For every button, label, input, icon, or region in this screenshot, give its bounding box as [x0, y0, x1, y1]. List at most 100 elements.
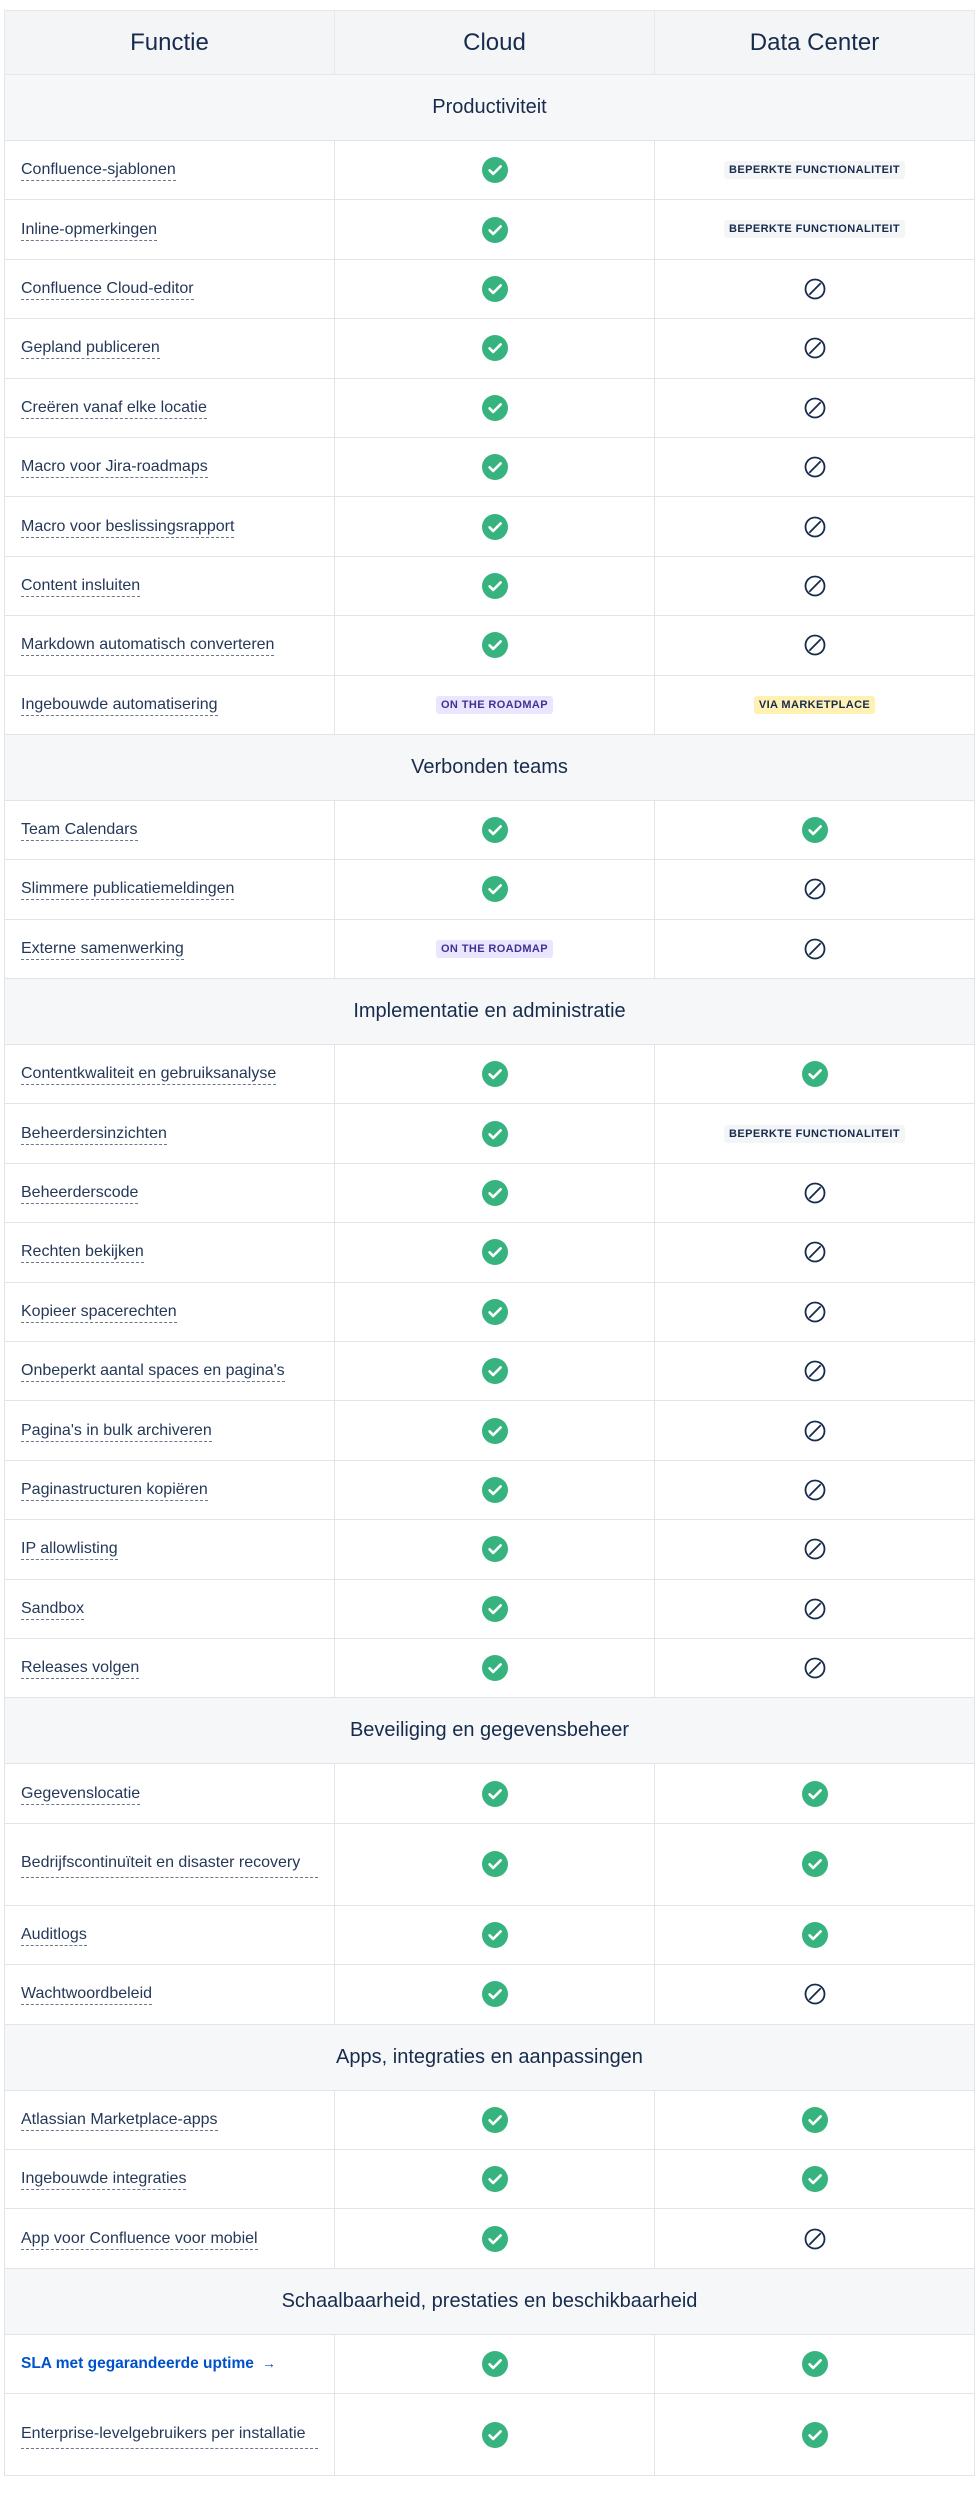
not-available-icon	[804, 1420, 825, 1442]
cloud-value-cell	[334, 199, 655, 260]
check-circle-icon	[481, 1981, 508, 2008]
not-available-icon	[804, 516, 825, 537]
feature-label-ip-allowlisting[interactable]: IP allowlisting	[21, 1540, 118, 1561]
feature-label-markdown-automatisch-converteren[interactable]: Markdown automatisch converteren	[21, 636, 275, 657]
feature-cell: Auditlogs	[4, 1904, 335, 1966]
not-available-icon	[804, 1301, 825, 1323]
check-circle-icon	[481, 216, 508, 243]
feature-cell: Macro voor Jira-roadmaps	[4, 436, 335, 498]
check-circle-icon	[801, 2106, 828, 2133]
column-header-cloud: Cloud	[334, 10, 655, 75]
cloud-value-cell	[334, 318, 655, 379]
feature-label-bedrijfscontinuiteit-en-disaster-recovery[interactable]: Bedrijfscontinuïteit en disaster recover…	[21, 1850, 318, 1879]
feature-label-team-calendars[interactable]: Team Calendars	[21, 821, 138, 842]
feature-label-enterprise-levelgebruikers-per-installatie[interactable]: Enterprise-levelgebruikers per installat…	[21, 2421, 318, 2449]
feature-label-confluence-cloud-editor[interactable]: Confluence Cloud-editor	[21, 279, 194, 300]
roadmap-status-badge: ON THE ROADMAP	[435, 695, 554, 714]
table-row: Auditlogs	[4, 1904, 975, 1966]
feature-cell: Ingebouwde automatisering	[4, 674, 335, 735]
cloud-value-cell: ON THE ROADMAP	[334, 674, 655, 735]
check-circle-icon	[481, 513, 508, 540]
table-row: Pagina's in bulk archiveren	[4, 1400, 975, 1461]
cloud-value-cell	[334, 1904, 655, 1966]
feature-label-kopieer-spacerechten[interactable]: Kopieer spacerechten	[21, 1302, 177, 1323]
not-available-icon	[804, 879, 825, 900]
check-circle-icon	[481, 1061, 508, 1088]
cloud-value-cell	[334, 1162, 655, 1224]
cloud-value-cell	[334, 139, 655, 201]
data-center-value-cell	[654, 615, 975, 676]
table-row: Sandbox	[4, 1578, 975, 1639]
data-center-value-cell	[654, 1459, 975, 1521]
check-circle-icon	[481, 157, 508, 184]
data-center-value-cell	[654, 2089, 975, 2150]
cloud-value-cell	[334, 1459, 655, 1521]
feature-label-beheerdersinzichten[interactable]: Beheerdersinzichten	[21, 1124, 167, 1145]
feature-label-ingebouwde-automatisering[interactable]: Ingebouwde automatisering	[21, 695, 218, 716]
cloud-value-cell	[334, 1822, 655, 1906]
feature-label-auditlogs[interactable]: Auditlogs	[21, 1925, 87, 1946]
feature-label-beheerderscode[interactable]: Beheerderscode	[21, 1184, 139, 1205]
feature-label-wachtwoordbeleid[interactable]: Wachtwoordbeleid	[21, 1985, 153, 2006]
not-available-icon	[804, 1360, 825, 1382]
cloud-value-cell	[334, 2393, 655, 2477]
feature-label-gegevenslocatie[interactable]: Gegevenslocatie	[21, 1784, 141, 1805]
check-circle-icon	[481, 1536, 508, 1563]
feature-label-confluence-sjablonen[interactable]: Confluence-sjablonen	[21, 161, 176, 182]
feature-cell: Wachtwoordbeleid	[4, 1964, 335, 2025]
table-row: Externe samenwerking ON THE ROADMAP	[4, 918, 975, 980]
check-circle-icon	[481, 275, 508, 302]
feature-label-creeren-vanaf-elke-locatie[interactable]: Creëren vanaf elke locatie	[21, 398, 207, 419]
feature-label-atlassian-marketplace-apps[interactable]: Atlassian Marketplace-apps	[21, 2110, 218, 2131]
data-center-value-cell	[654, 1904, 975, 1966]
feature-label-sandbox[interactable]: Sandbox	[21, 1599, 85, 1620]
feature-link-sla-met-gegarandeerde-uptime[interactable]: SLA met gegarandeerde uptime →	[21, 2355, 276, 2372]
roadmap-status-badge: ON THE ROADMAP	[435, 939, 554, 958]
data-center-value-cell	[654, 377, 975, 438]
feature-cell: Content insluiten	[4, 555, 335, 617]
check-circle-icon	[481, 876, 508, 903]
marketplace-status-badge: VIA MARKETPLACE	[753, 695, 876, 714]
cloud-value-cell	[334, 1222, 655, 1283]
cloud-value-cell	[334, 1281, 655, 1343]
feature-label-rechten-bekijken[interactable]: Rechten bekijken	[21, 1243, 144, 1264]
not-available-icon	[804, 1983, 825, 2005]
table-row: Creëren vanaf elke locatie	[4, 377, 975, 438]
check-circle-icon	[481, 1851, 508, 1878]
feature-label-paginastructuren-kopieren[interactable]: Paginastructuren kopiëren	[21, 1481, 208, 1501]
not-available-icon	[804, 456, 825, 478]
feature-label-pagina-s-in-bulk-archiveren[interactable]: Pagina's in bulk archiveren	[21, 1421, 212, 1442]
feature-label-gepland-publiceren[interactable]: Gepland publiceren	[21, 339, 160, 360]
cloud-value-cell	[334, 859, 655, 920]
column-header-data-center: Data Center	[654, 10, 975, 75]
section-title: Implementatie en administratie	[4, 978, 975, 1046]
data-center-value-cell	[654, 2393, 975, 2477]
feature-label-ingebouwde-integraties[interactable]: Ingebouwde integraties	[21, 2170, 187, 2191]
feature-cell: Beheerdersinzichten	[4, 1103, 335, 1164]
feature-label-externe-samenwerking[interactable]: Externe samenwerking	[21, 939, 184, 960]
data-center-value-cell	[654, 1400, 975, 1461]
feature-label-inline-opmerkingen[interactable]: Inline-opmerkingen	[21, 220, 158, 241]
feature-cell: Creëren vanaf elke locatie	[4, 377, 335, 438]
feature-label-slimmere-publicatiemeldingen[interactable]: Slimmere publicatiemeldingen	[21, 880, 235, 901]
feature-label-content-insluiten[interactable]: Content insluiten	[21, 576, 141, 597]
feature-label-app-voor-confluence-voor-mobiel[interactable]: App voor Confluence voor mobiel	[21, 2229, 258, 2250]
cloud-value-cell	[334, 2333, 655, 2395]
section-title: Verbonden teams	[4, 733, 975, 801]
feature-label-contentkwaliteit-en-gebruiksanalyse[interactable]: Contentkwaliteit en gebruiksanalyse	[21, 1065, 277, 1086]
feature-cell: Pagina's in bulk archiveren	[4, 1400, 335, 1461]
table-row: Rechten bekijken	[4, 1222, 975, 1283]
feature-label-macro-voor-jira-roadmaps[interactable]: Macro voor Jira-roadmaps	[21, 458, 208, 479]
cloud-value-cell	[334, 2089, 655, 2150]
feature-cell: Releases volgen	[4, 1637, 335, 1699]
section-title: Schaalbaarheid, prestaties en beschikbaa…	[4, 2267, 975, 2335]
check-circle-icon	[481, 1358, 508, 1385]
feature-label-onbeperkt-aantal-spaces-en-pagina-s[interactable]: Onbeperkt aantal spaces en pagina's	[21, 1362, 285, 1383]
feature-cell: Onbeperkt aantal spaces en pagina's	[4, 1341, 335, 1402]
data-center-value-cell	[654, 2333, 975, 2395]
feature-label-macro-voor-beslissingsrapport[interactable]: Macro voor beslissingsrapport	[21, 517, 235, 538]
table-row: Ingebouwde integraties	[4, 2148, 975, 2210]
feature-label-releases-volgen[interactable]: Releases volgen	[21, 1659, 140, 1680]
table-row: Confluence Cloud-editor	[4, 258, 975, 320]
feature-cell: Sandbox	[4, 1578, 335, 1639]
